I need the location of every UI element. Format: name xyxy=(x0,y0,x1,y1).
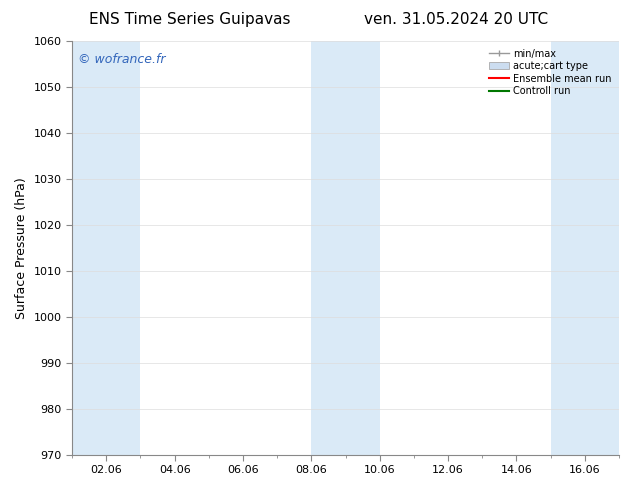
Text: ven. 31.05.2024 20 UTC: ven. 31.05.2024 20 UTC xyxy=(365,12,548,27)
Text: ENS Time Series Guipavas: ENS Time Series Guipavas xyxy=(89,12,291,27)
Y-axis label: Surface Pressure (hPa): Surface Pressure (hPa) xyxy=(15,177,28,318)
Bar xyxy=(551,41,619,455)
Bar xyxy=(72,41,141,455)
Bar xyxy=(311,41,380,455)
Text: © wofrance.fr: © wofrance.fr xyxy=(77,53,165,67)
Legend: min/max, acute;cart type, Ensemble mean run, Controll run: min/max, acute;cart type, Ensemble mean … xyxy=(486,46,614,99)
